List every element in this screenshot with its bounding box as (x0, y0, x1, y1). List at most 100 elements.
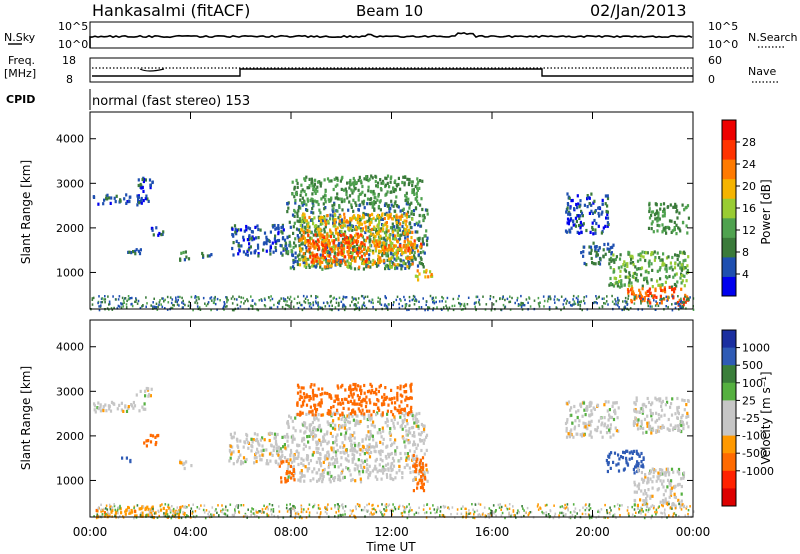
data-cell (136, 302, 139, 305)
data-cell (257, 252, 260, 256)
data-cell (328, 478, 331, 482)
data-cell (566, 192, 569, 196)
data-cell (349, 399, 353, 403)
data-cell (259, 438, 262, 442)
data-cell (368, 455, 372, 459)
data-cell (288, 234, 291, 238)
data-cell (422, 465, 425, 469)
data-cell (410, 201, 413, 205)
data-cell (306, 186, 309, 190)
data-cell (298, 244, 301, 248)
data-cell (347, 226, 350, 230)
data-cell (297, 451, 300, 455)
data-cell (355, 239, 358, 244)
data-cell (341, 240, 345, 244)
data-cell (391, 241, 394, 246)
data-cell (286, 432, 289, 437)
data-cell (650, 403, 653, 407)
data-cell (145, 439, 148, 443)
data-cell (314, 187, 317, 192)
date-title: 02/Jan/2013 (590, 1, 687, 20)
data-cell (453, 304, 456, 307)
data-cell (352, 387, 355, 392)
data-cell (356, 232, 359, 236)
data-cell (302, 218, 305, 222)
data-cell (663, 211, 666, 215)
data-cell (135, 300, 137, 303)
data-cell (606, 196, 610, 201)
data-cell (598, 214, 601, 218)
data-cell (276, 449, 279, 453)
data-cell (93, 408, 96, 412)
data-cell (149, 186, 152, 190)
data-cell (568, 228, 571, 232)
data-cell (138, 409, 141, 413)
data-cell (582, 250, 585, 254)
data-cell (314, 300, 317, 303)
data-cell (384, 264, 387, 268)
data-cell (96, 406, 99, 410)
data-cell (368, 299, 371, 303)
data-cell (677, 303, 680, 306)
data-cell (581, 223, 584, 227)
data-cell (93, 404, 96, 408)
data-cell (408, 449, 412, 453)
data-cell (255, 438, 258, 442)
data-cell (98, 295, 100, 298)
data-cell (566, 202, 569, 206)
data-cell (607, 461, 610, 465)
data-cell (419, 458, 422, 462)
data-cell (567, 222, 570, 226)
data-cell (369, 260, 372, 264)
data-cell (301, 247, 304, 251)
data-cell (233, 431, 236, 435)
data-cell (392, 303, 394, 307)
data-cell (595, 250, 598, 255)
data-cell (565, 435, 569, 439)
data-cell (92, 296, 95, 300)
data-cell (539, 301, 541, 304)
data-cell (649, 408, 652, 412)
data-cell (341, 175, 344, 179)
data-cell (334, 506, 336, 509)
data-cell (682, 305, 685, 309)
data-cell (156, 516, 159, 519)
data-cell (615, 280, 618, 285)
data-cell (322, 202, 325, 206)
data-cell (389, 265, 392, 269)
data-cell (379, 256, 382, 260)
data-cell (409, 262, 412, 267)
data-cell (301, 236, 304, 240)
data-cell (395, 195, 398, 199)
data-cell (319, 233, 322, 237)
data-cell (231, 445, 234, 449)
data-cell (354, 234, 357, 238)
data-cell (349, 262, 352, 266)
data-cell (576, 415, 579, 420)
data-cell (229, 444, 232, 448)
data-cell (562, 303, 565, 306)
data-cell (630, 284, 633, 289)
data-cell (393, 415, 396, 419)
data-cell (347, 394, 351, 398)
data-cell (591, 225, 594, 230)
data-cell (332, 419, 335, 423)
data-cell (340, 243, 343, 248)
colorbar-tick-label: 4 (742, 268, 749, 281)
data-cell (395, 204, 398, 208)
data-cell (625, 456, 628, 460)
data-cell (308, 503, 311, 506)
data-cell (323, 467, 326, 472)
data-cell (666, 427, 669, 431)
data-cell (344, 306, 347, 309)
data-cell (352, 209, 355, 213)
data-cell (631, 290, 634, 294)
data-cell (317, 230, 321, 234)
data-cell (323, 216, 326, 221)
data-cell (350, 393, 353, 397)
data-cell (405, 191, 408, 195)
data-cell (131, 296, 133, 300)
data-cell (605, 216, 608, 220)
data-cell (632, 449, 636, 453)
data-cell (420, 244, 423, 248)
